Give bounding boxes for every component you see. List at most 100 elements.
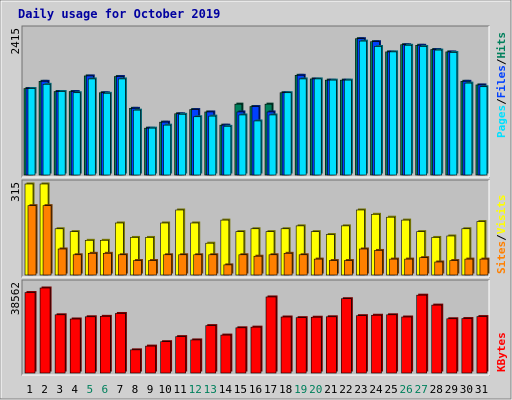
sites-bar xyxy=(238,254,248,276)
sites-bar xyxy=(193,254,203,276)
sites-bar xyxy=(148,260,157,276)
hits-legend-entry: Files xyxy=(495,65,508,98)
day-label: 12 xyxy=(189,383,202,396)
kbytes-bar xyxy=(84,316,96,374)
kbytes-bar xyxy=(160,341,171,374)
pages-bar xyxy=(178,114,186,176)
pages-bar xyxy=(103,93,111,176)
sites-bar xyxy=(223,264,233,276)
kbytes-bar xyxy=(446,318,458,374)
sites-bar xyxy=(464,258,474,276)
kbytes-bar xyxy=(341,298,352,374)
kbytes-bar xyxy=(235,327,247,374)
pages-bar xyxy=(374,46,382,176)
day-label: 28 xyxy=(430,383,443,396)
hits-legend-entry: / xyxy=(495,98,508,105)
visits-panel: 315 Sites/Visits xyxy=(9,179,508,278)
kbytes-bar xyxy=(190,339,202,374)
day-label: 5 xyxy=(86,383,93,396)
pages-bar xyxy=(313,78,322,176)
kbytes-bar xyxy=(115,313,126,374)
sites-bar xyxy=(133,260,142,276)
day-label: 11 xyxy=(174,383,187,396)
sites-bar xyxy=(208,254,218,276)
day-label: 7 xyxy=(117,383,124,396)
pages-bar xyxy=(133,109,141,176)
day-label: 8 xyxy=(132,383,139,396)
pages-bar xyxy=(253,120,262,176)
pages-bar xyxy=(404,45,412,176)
kbytes-legend-entry: KBytes xyxy=(495,332,508,372)
day-label: 21 xyxy=(324,383,337,396)
sites-bar xyxy=(253,255,263,276)
sites-bar xyxy=(449,260,459,276)
chart-title: Daily usage for October 2019 xyxy=(18,7,220,21)
kbytes-bar xyxy=(250,326,262,374)
kbytes-bar xyxy=(280,316,292,374)
sites-bar xyxy=(434,261,444,276)
sites-bar xyxy=(72,254,82,276)
kbytes-bar xyxy=(386,314,397,374)
hits-legend-entry: Pages xyxy=(495,105,508,138)
pages-bar xyxy=(479,86,488,176)
kbytes-bar xyxy=(220,334,232,374)
visits-max-label: 315 xyxy=(9,182,22,202)
pages-bar xyxy=(238,114,247,176)
pages-bar xyxy=(328,79,337,176)
pages-bar xyxy=(283,92,292,176)
pages-bar xyxy=(72,92,81,176)
pages-bar xyxy=(344,79,352,176)
kbytes-bar xyxy=(476,316,488,374)
day-label: 6 xyxy=(102,383,109,396)
kbytes-bar xyxy=(461,318,473,374)
sites-bar xyxy=(42,205,52,276)
pages-bar xyxy=(434,49,443,176)
day-label: 31 xyxy=(475,383,488,396)
sites-bar xyxy=(178,254,187,276)
pages-bar xyxy=(464,82,473,176)
kbytes-max-label: 38562 xyxy=(9,282,22,315)
kbytes-bar xyxy=(356,315,367,374)
sites-bar xyxy=(313,258,323,276)
visits-legend-entry: Visits xyxy=(495,195,508,235)
day-label: 29 xyxy=(445,383,458,396)
day-label: 3 xyxy=(56,383,63,396)
sites-bar xyxy=(103,253,112,276)
sites-bar xyxy=(359,248,368,276)
day-label: 1 xyxy=(26,383,33,396)
visits-legend-entry: Sites xyxy=(495,241,508,274)
pages-bar xyxy=(449,52,458,176)
day-label: 26 xyxy=(400,383,413,396)
sites-bar xyxy=(163,254,172,276)
kbytes-bar xyxy=(130,349,141,374)
pages-bar xyxy=(419,46,427,176)
day-axis-labels: 1 2 3 4 5 6 7 8 9 10 11 12 13 14 15 16 17 18 19 20 21 22 23 24 2… xyxy=(26,383,488,396)
pages-bar xyxy=(42,84,51,176)
day-label: 13 xyxy=(204,383,217,396)
day-label: 18 xyxy=(279,383,292,396)
kbytes-bar xyxy=(24,292,36,374)
day-label: 23 xyxy=(354,383,367,396)
pages-bar xyxy=(118,78,126,176)
day-label: 14 xyxy=(219,383,233,396)
day-label: 27 xyxy=(415,383,428,396)
kbytes-bar xyxy=(371,314,382,374)
sites-bar xyxy=(57,248,67,276)
pages-bar xyxy=(87,78,96,176)
kbytes-bar xyxy=(295,317,307,374)
day-label: 24 xyxy=(369,383,383,396)
day-label: 20 xyxy=(309,383,322,396)
sites-bar xyxy=(404,258,413,276)
day-label: 30 xyxy=(460,383,473,396)
kbytes-legend: KBytes xyxy=(495,332,508,372)
kbytes-bar xyxy=(431,304,443,374)
pages-bar xyxy=(163,124,171,176)
pages-bar xyxy=(27,88,36,176)
sites-bar xyxy=(374,250,383,276)
visits-legend: Sites/Visits xyxy=(495,195,508,275)
kbytes-bar xyxy=(325,316,337,374)
day-label: 16 xyxy=(249,383,262,396)
pages-bar xyxy=(268,114,277,176)
pages-bar xyxy=(389,51,397,176)
